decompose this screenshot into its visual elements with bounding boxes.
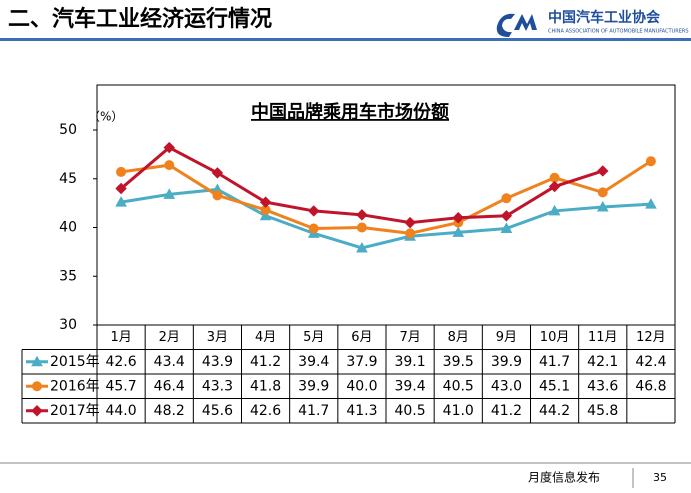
page-number: 35 bbox=[653, 471, 667, 484]
marker bbox=[645, 198, 657, 209]
marker bbox=[356, 209, 368, 221]
table-value: 41.3 bbox=[346, 403, 377, 419]
table-value: 41.2 bbox=[250, 354, 281, 370]
marker bbox=[404, 216, 416, 229]
x-tick-label: 9月 bbox=[496, 330, 517, 345]
marker bbox=[500, 222, 513, 233]
table-value: 48.2 bbox=[154, 403, 185, 419]
table-value: 37.9 bbox=[346, 354, 377, 370]
x-tick-label: 10月 bbox=[540, 330, 570, 345]
slide-title: 二、汽车工业经济运行情况 bbox=[8, 6, 272, 32]
marker bbox=[164, 160, 175, 171]
marker bbox=[115, 182, 127, 195]
table-value: 45.1 bbox=[539, 378, 570, 394]
table-value: 43.9 bbox=[202, 354, 233, 370]
marker bbox=[211, 167, 224, 179]
marker bbox=[32, 381, 42, 392]
table-value: 44.2 bbox=[539, 403, 570, 419]
marker bbox=[500, 210, 513, 222]
series-line bbox=[120, 159, 652, 235]
marker bbox=[212, 190, 223, 201]
x-tick-label: 8月 bbox=[448, 330, 469, 345]
x-tick-label: 5月 bbox=[303, 330, 324, 345]
marker bbox=[548, 204, 561, 216]
table-value: 45.7 bbox=[105, 378, 136, 394]
table-value: 39.4 bbox=[394, 378, 425, 394]
table-value: 39.5 bbox=[443, 354, 474, 370]
table-value: 43.6 bbox=[587, 378, 618, 394]
marker bbox=[452, 212, 464, 224]
table-value: 41.7 bbox=[539, 354, 570, 370]
table-value: 40.5 bbox=[394, 403, 425, 419]
table-value: 41.2 bbox=[491, 403, 522, 419]
y-tick-label: 40 bbox=[59, 220, 77, 236]
x-tick-label: 11月 bbox=[588, 330, 618, 345]
table-value: 42.1 bbox=[587, 354, 618, 370]
header-rule bbox=[0, 38, 691, 41]
marker bbox=[501, 193, 512, 204]
table-value: 42.4 bbox=[635, 354, 666, 370]
y-tick-label: 35 bbox=[59, 268, 77, 284]
marker bbox=[259, 196, 272, 208]
y-axis-label: （%） bbox=[88, 110, 123, 124]
marker bbox=[452, 226, 465, 237]
table-value: 44.0 bbox=[105, 403, 136, 419]
table-value: 39.4 bbox=[298, 354, 329, 370]
table-value: 46.8 bbox=[635, 378, 666, 394]
logo-icon bbox=[496, 13, 537, 37]
table-value: 41.7 bbox=[298, 403, 329, 419]
table-value: 39.1 bbox=[394, 354, 425, 370]
marker bbox=[163, 141, 175, 154]
y-tick-label: 50 bbox=[59, 122, 77, 138]
table-value: 45.8 bbox=[587, 403, 618, 419]
table-value: 42.6 bbox=[105, 354, 136, 370]
chart-title: 中国品牌乘用车市场份额 bbox=[251, 101, 449, 123]
marker bbox=[115, 196, 127, 207]
footer-text: 月度信息发布 bbox=[528, 470, 600, 485]
y-tick-label: 45 bbox=[59, 171, 77, 187]
table-value: 46.4 bbox=[154, 378, 185, 394]
marker bbox=[356, 241, 368, 253]
legend-label: 2016年 bbox=[50, 378, 100, 394]
x-tick-label: 7月 bbox=[399, 330, 420, 345]
table-value: 43.0 bbox=[491, 378, 522, 394]
marker bbox=[308, 223, 319, 234]
table-value: 45.6 bbox=[202, 403, 233, 419]
marker bbox=[116, 166, 127, 177]
x-tick-label: 3月 bbox=[207, 330, 228, 345]
marker bbox=[548, 180, 561, 193]
marker bbox=[31, 355, 43, 367]
marker bbox=[163, 188, 176, 199]
x-tick-label: 2月 bbox=[159, 330, 180, 345]
table-value: 41.0 bbox=[443, 403, 474, 419]
table-value: 41.8 bbox=[250, 378, 281, 394]
table-value: 39.9 bbox=[491, 354, 522, 370]
x-tick-label: 4月 bbox=[255, 330, 276, 345]
table-value: 43.3 bbox=[202, 378, 233, 394]
legend-label: 2017年 bbox=[50, 403, 100, 419]
legend-label: 2015年 bbox=[50, 354, 100, 370]
marker bbox=[597, 165, 609, 177]
table-value: 40.5 bbox=[443, 378, 474, 394]
marker bbox=[259, 209, 272, 221]
marker bbox=[405, 228, 416, 239]
x-tick-label: 6月 bbox=[351, 330, 372, 345]
marker bbox=[356, 222, 367, 233]
marker bbox=[308, 205, 320, 217]
marker bbox=[596, 200, 609, 212]
table-value: 43.4 bbox=[154, 354, 185, 370]
marker bbox=[645, 156, 656, 167]
table-value: 39.9 bbox=[298, 378, 329, 394]
table-value: 42.6 bbox=[250, 403, 281, 419]
logo-subtitle: CHINA ASSOCIATION OF AUTOMOBILE MANUFACT… bbox=[548, 29, 689, 35]
table-value: 40.0 bbox=[346, 378, 377, 394]
y-tick-label: 30 bbox=[59, 317, 77, 333]
marker bbox=[597, 187, 608, 198]
x-tick-label: 12月 bbox=[636, 330, 666, 345]
x-tick-label: 1月 bbox=[110, 330, 131, 345]
logo-text: 中国汽车工业协会 bbox=[548, 9, 661, 26]
marker bbox=[31, 405, 43, 417]
